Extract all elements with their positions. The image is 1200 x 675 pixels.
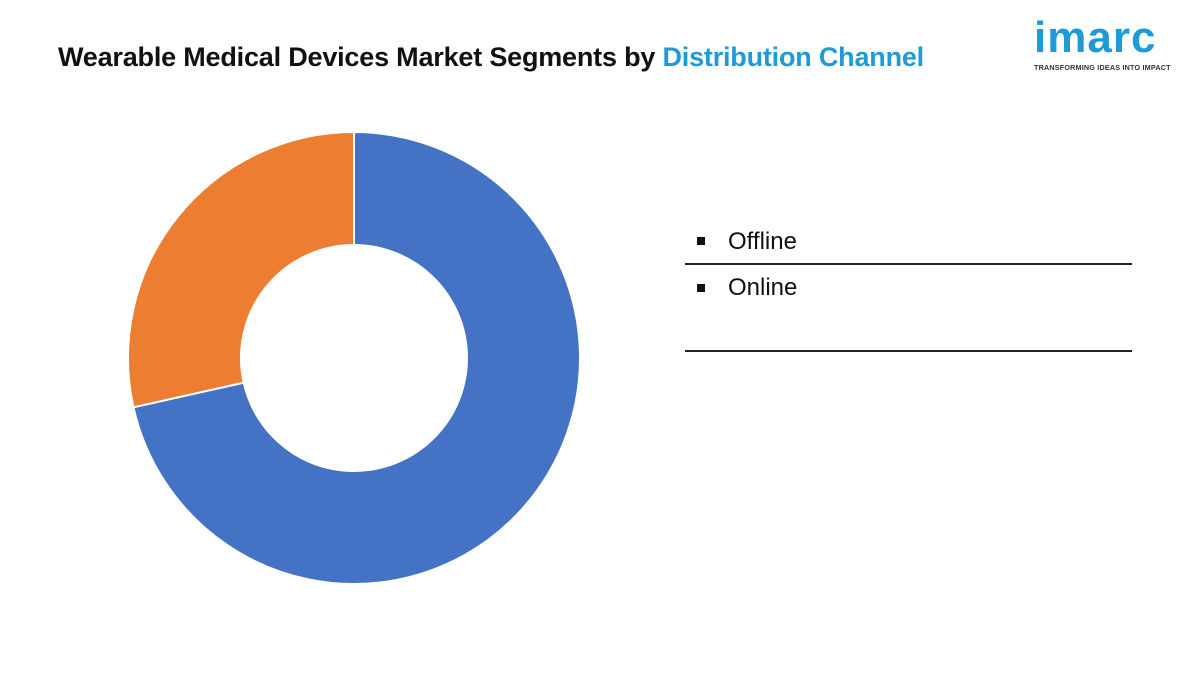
title-main: Wearable Medical Devices Market Segments… [58,42,663,72]
donut-slice-online [127,130,355,409]
donut-slices [127,130,581,585]
imarc-logo: imarc TRANSFORMING IDEAS INTO IMPACT [1030,8,1180,78]
chart-legend: Offline Online [685,222,1132,352]
logo-word: imarc [1034,13,1157,62]
logo-tagline: TRANSFORMING IDEAS INTO IMPACT [1034,63,1171,72]
legend-label-online: Online [728,274,798,301]
legend-item-offline: Offline [685,222,1132,265]
page-title: Wearable Medical Devices Market Segments… [58,42,924,73]
legend-item-online: Online [685,265,1132,352]
legend-bullet-online [697,284,705,292]
legend-bullet-offline [697,237,705,245]
title-highlight: Distribution Channel [662,42,924,72]
legend-label-offline: Offline [728,228,797,255]
donut-slice-offline [132,130,581,585]
